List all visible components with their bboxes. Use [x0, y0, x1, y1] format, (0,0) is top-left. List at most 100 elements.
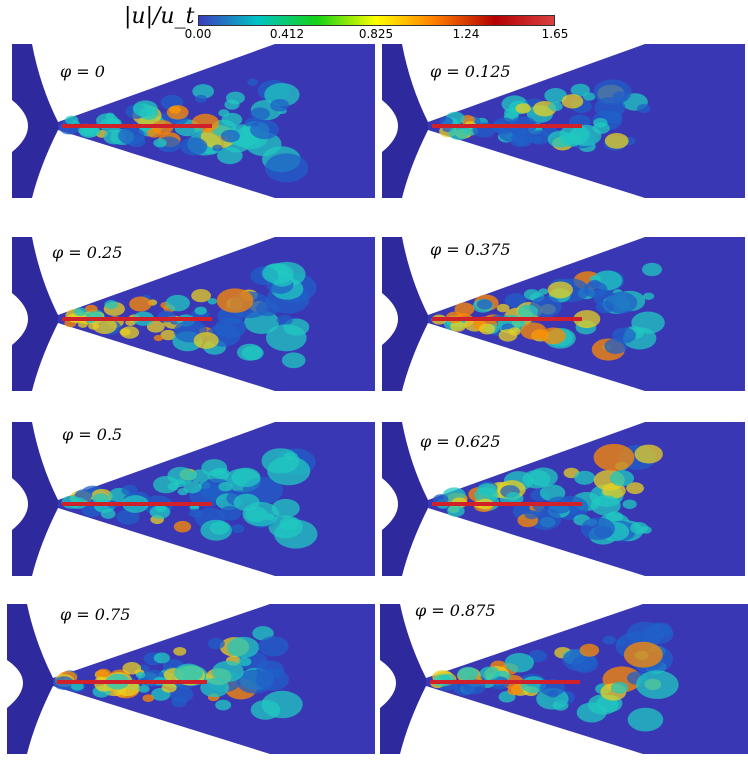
flow-panel	[378, 600, 748, 768]
flow-structure	[276, 314, 293, 326]
flow-structure	[100, 509, 116, 519]
flow-structure	[583, 281, 608, 298]
flow-panel	[10, 40, 375, 212]
flow-structure	[220, 129, 240, 143]
flow-panel	[5, 600, 375, 768]
flow-structure	[609, 470, 635, 487]
flow-structure	[119, 328, 131, 336]
flow-structure	[448, 126, 470, 140]
flow-structure	[207, 637, 225, 650]
flow-structure	[573, 310, 601, 329]
flow-structure	[630, 522, 649, 534]
flow-structure	[215, 699, 232, 711]
flow-structure	[538, 288, 549, 295]
flow-structure	[548, 101, 563, 112]
inlet-shroud	[382, 44, 428, 198]
flow-structure	[193, 332, 219, 349]
colorbar-tick-label: 1.24	[452, 27, 480, 41]
panel-phase-label: φ = 0.875	[415, 601, 496, 620]
flow-structure	[200, 678, 230, 698]
flow-structure	[504, 107, 520, 119]
flow-structure	[250, 119, 280, 140]
flow-structure	[281, 352, 306, 369]
flow-structure	[139, 107, 159, 120]
flow-structure	[642, 623, 674, 645]
flow-structure	[149, 505, 171, 519]
flow-structure	[192, 84, 215, 99]
flow-structure	[242, 501, 280, 527]
flow-structure	[504, 652, 535, 673]
flow-structure	[250, 107, 270, 121]
flow-structure	[138, 685, 150, 693]
flow-structure	[92, 493, 110, 505]
flow-structure	[121, 484, 138, 496]
splitter-plate	[432, 124, 582, 128]
flow-structure	[188, 509, 202, 518]
panel-phase-label: φ = 0.375	[430, 240, 511, 259]
inlet-shroud	[7, 604, 53, 754]
flow-structure	[129, 296, 152, 312]
flow-structure	[171, 696, 187, 708]
flow-structure	[612, 91, 628, 102]
flow-structure	[160, 329, 177, 341]
splitter-plate	[430, 680, 580, 684]
flow-structure	[531, 135, 542, 143]
flow-structure	[457, 666, 479, 681]
flow-structure	[65, 115, 79, 125]
flow-structure	[135, 672, 146, 679]
flow-structure	[118, 126, 145, 145]
flow-structure	[602, 635, 616, 645]
flow-structure	[507, 686, 522, 696]
panel-phase-label: φ = 0	[60, 62, 105, 81]
panel-phase-label: φ = 0.5	[62, 425, 123, 444]
inlet-shroud	[382, 237, 428, 391]
splitter-plate	[432, 317, 582, 321]
flow-panel	[380, 40, 745, 212]
flow-structure	[626, 482, 644, 495]
flow-structure	[212, 660, 244, 682]
flow-structure	[569, 124, 602, 147]
flow-structure	[201, 459, 228, 477]
flow-structure	[166, 105, 189, 120]
flow-structure	[623, 641, 663, 668]
flow-structure	[479, 666, 500, 680]
splitter-plate	[62, 502, 212, 506]
flow-structure	[207, 298, 218, 305]
panel-phase-label: φ = 0.125	[430, 62, 511, 81]
flow-structure	[236, 343, 263, 361]
flow-structure	[634, 444, 663, 464]
flow-structure	[544, 88, 567, 104]
flow-panel	[380, 418, 745, 590]
flow-structure	[173, 479, 186, 488]
flow-structure	[227, 636, 260, 659]
flow-structure	[174, 663, 203, 683]
flow-structure	[447, 505, 465, 517]
flow-structure	[264, 83, 300, 107]
flow-structure	[641, 262, 663, 277]
flow-structure	[215, 317, 247, 338]
flow-structure	[547, 130, 573, 148]
flow-structure	[96, 668, 112, 679]
flow-structure	[498, 329, 518, 342]
flow-structure	[250, 699, 281, 720]
inlet-shroud	[12, 44, 58, 198]
flow-structure	[153, 652, 170, 664]
flow-structure	[92, 317, 117, 335]
flow-structure	[183, 481, 202, 494]
splitter-plate	[62, 317, 212, 321]
flow-structure	[515, 103, 531, 114]
flow-structure	[547, 281, 573, 299]
flow-structure	[496, 303, 510, 313]
colorbar-tick-label: 0.825	[358, 27, 394, 41]
flow-structure	[274, 519, 318, 549]
flow-structure	[165, 294, 191, 312]
flow-structure	[231, 467, 261, 488]
flow-structure	[576, 702, 607, 723]
flow-structure	[643, 292, 655, 300]
flow-structure	[238, 657, 252, 667]
flow-panel	[10, 418, 375, 590]
colorbar-title: |u|/u_t	[124, 4, 195, 29]
flow-structure	[517, 304, 539, 319]
flow-structure	[610, 681, 629, 694]
flow-structure	[194, 127, 204, 134]
